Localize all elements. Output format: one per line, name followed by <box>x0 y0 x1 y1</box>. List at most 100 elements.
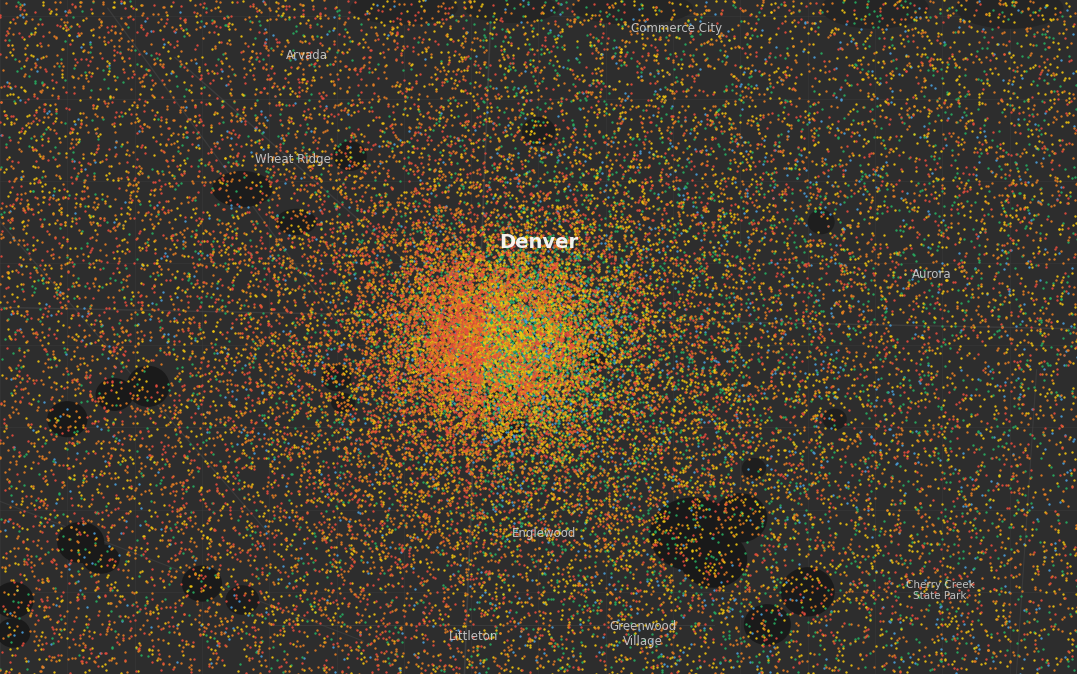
Point <box>490 364 507 375</box>
Point <box>260 44 277 55</box>
Point <box>130 241 148 252</box>
Point <box>66 373 83 384</box>
Point <box>423 408 440 419</box>
Point <box>457 324 474 334</box>
Point <box>671 292 688 303</box>
Point <box>533 503 550 514</box>
Point <box>530 341 547 352</box>
Point <box>304 299 321 309</box>
Point <box>742 139 759 150</box>
Point <box>573 579 590 590</box>
Point <box>450 399 467 410</box>
Point <box>573 400 590 411</box>
Point <box>788 276 806 287</box>
Point <box>584 303 601 314</box>
Point <box>607 483 625 494</box>
Point <box>392 261 409 272</box>
Point <box>102 450 120 461</box>
Point <box>844 150 862 160</box>
Point <box>450 387 467 398</box>
Point <box>131 195 149 206</box>
Point <box>484 275 501 286</box>
Point <box>451 395 468 406</box>
Point <box>816 349 834 360</box>
Point <box>701 290 718 301</box>
Point <box>606 252 624 263</box>
Point <box>366 353 383 364</box>
Point <box>196 449 213 460</box>
Point <box>432 450 449 460</box>
Point <box>449 324 466 335</box>
Point <box>470 275 487 286</box>
Point <box>408 166 425 177</box>
Point <box>394 375 411 386</box>
Point <box>586 284 603 295</box>
Point <box>517 293 534 304</box>
Point <box>651 237 668 247</box>
Point <box>39 592 56 603</box>
Point <box>476 322 493 333</box>
Point <box>535 472 553 483</box>
Point <box>521 327 538 338</box>
Point <box>770 355 787 365</box>
Point <box>428 363 445 374</box>
Point <box>746 497 764 508</box>
Point <box>37 475 54 486</box>
Point <box>935 381 952 392</box>
Point <box>616 318 633 329</box>
Point <box>291 224 308 235</box>
Point <box>451 332 468 343</box>
Point <box>885 270 903 280</box>
Point <box>153 269 170 280</box>
Point <box>471 164 488 175</box>
Point <box>1036 1 1053 12</box>
Point <box>500 654 517 665</box>
Point <box>691 326 709 337</box>
Point <box>474 324 491 334</box>
Point <box>425 299 443 310</box>
Point <box>67 397 84 408</box>
Point <box>521 308 538 319</box>
Point <box>784 512 801 522</box>
Point <box>985 572 1003 582</box>
Point <box>615 375 632 386</box>
Point <box>612 327 629 338</box>
Point <box>482 615 500 625</box>
Point <box>337 408 354 419</box>
Point <box>65 12 82 23</box>
Point <box>808 561 825 572</box>
Point <box>567 243 584 254</box>
Point <box>286 348 304 359</box>
Point <box>130 125 148 136</box>
Point <box>618 319 635 330</box>
Point <box>481 326 499 336</box>
Point <box>453 479 471 489</box>
Point <box>452 326 470 337</box>
Point <box>842 119 859 129</box>
Point <box>715 653 732 664</box>
Point <box>367 467 384 478</box>
Point <box>438 404 456 415</box>
Point <box>494 241 512 252</box>
Point <box>518 437 535 448</box>
Point <box>213 301 230 311</box>
Point <box>515 612 532 623</box>
Point <box>799 28 816 38</box>
Point <box>428 278 445 289</box>
Point <box>565 206 583 217</box>
Point <box>394 269 411 280</box>
Point <box>568 437 585 448</box>
Point <box>1024 492 1041 503</box>
Point <box>416 310 433 321</box>
Point <box>599 388 616 398</box>
Point <box>439 346 457 357</box>
Point <box>666 553 683 563</box>
Point <box>393 339 410 350</box>
Point <box>33 19 51 30</box>
Point <box>820 74 837 85</box>
Point <box>643 603 660 613</box>
Point <box>442 307 459 318</box>
Point <box>465 305 482 316</box>
Point <box>420 151 437 162</box>
Point <box>364 439 381 450</box>
